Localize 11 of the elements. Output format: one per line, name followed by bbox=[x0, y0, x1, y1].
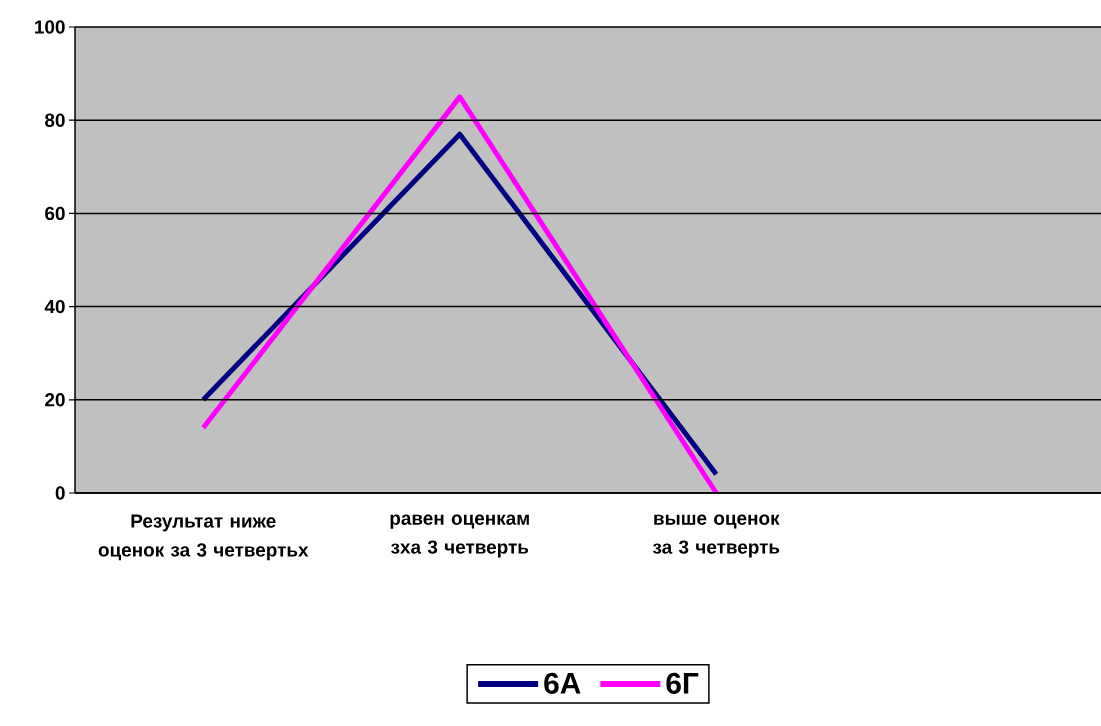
legend-label: 6А bbox=[544, 672, 581, 694]
y-tick-label: 0 bbox=[55, 486, 65, 500]
x-tick-label: равен оценкам зха 3 четверть bbox=[390, 514, 529, 558]
y-tick-label: 60 bbox=[45, 206, 65, 221]
y-tick-label: 100 bbox=[35, 20, 65, 34]
x-tick-label: выше оценок за 3 четверть bbox=[652, 514, 780, 558]
legend-label: 6Г bbox=[666, 672, 699, 694]
y-tick-label: 40 bbox=[44, 299, 65, 314]
y-tick-label: 80 bbox=[45, 113, 65, 127]
x-tick-label: Результат ниже оценок за 3 четвертьх bbox=[98, 514, 309, 561]
y-tick-label: 20 bbox=[45, 393, 65, 407]
